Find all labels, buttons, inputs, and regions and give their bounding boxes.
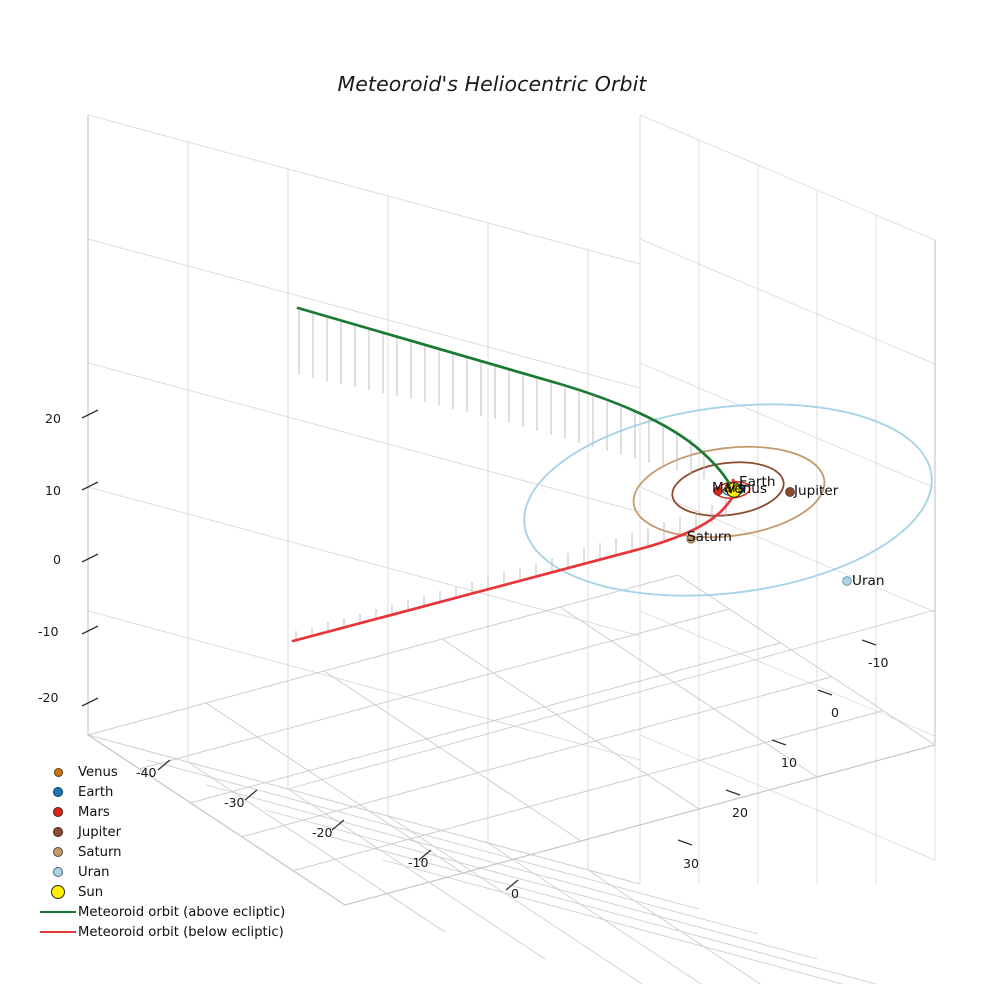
- saturn-orbit-ellipse: [632, 445, 826, 539]
- z-axis-ticks: [81, 409, 99, 707]
- label-venus: Venus: [726, 481, 767, 497]
- legend: Venus Earth Mars Jupiter Saturn Uran Sun Meteor…: [38, 762, 298, 942]
- legend-item-label: Meteoroid orbit (below ecliptic): [78, 924, 284, 940]
- z-tick-label-20: 20: [45, 411, 62, 426]
- legend-item[interactable]: Saturn: [38, 842, 298, 862]
- page-title: Meteoroid's Heliocentric Orbit: [337, 72, 647, 96]
- legend-item-label: Sun: [78, 884, 104, 900]
- legend-item[interactable]: Meteoroid orbit (below ecliptic): [38, 922, 298, 942]
- legend-marker-dot-jupiter: [52, 826, 64, 838]
- label-mars: Mars: [712, 480, 745, 496]
- y-tick-label-0: 0: [831, 705, 840, 720]
- z-tick-label-neg20: -20: [38, 690, 59, 705]
- uran-marker: [842, 576, 852, 586]
- y-tick-label-neg10: -10: [868, 655, 889, 670]
- y-axis-ticks: [677, 639, 877, 846]
- label-jupiter: Jupiter: [794, 483, 839, 499]
- label-earth: Earth: [739, 474, 776, 490]
- legend-item-label: Uran: [78, 864, 110, 880]
- floor-grid-visible: [88, 574, 935, 905]
- x-tick-label-neg40: -40: [136, 765, 157, 780]
- legend-marker-dot-earth: [53, 787, 63, 797]
- z-tick-label-10: 10: [45, 483, 62, 498]
- jupiter-marker: [785, 487, 795, 497]
- legend-marker-dot-uran: [53, 867, 63, 877]
- meteoroid-orbit-above-ecliptic: [296, 306, 732, 487]
- legend-item-label: Earth: [78, 784, 114, 800]
- sun-marker: [726, 482, 742, 498]
- label-saturn: Saturn: [687, 529, 732, 545]
- y-tick-label-20: 20: [732, 805, 749, 820]
- left-pane-grid: [87, 114, 641, 885]
- axes-panes: [81, 114, 936, 984]
- z-tick-label-0: 0: [53, 552, 62, 567]
- legend-item-label: Jupiter: [78, 824, 121, 840]
- legend-item[interactable]: Meteoroid orbit (above ecliptic): [38, 902, 298, 922]
- stems-above-ecliptic: [298, 310, 705, 479]
- legend-item[interactable]: Mars: [38, 802, 298, 822]
- legend-marker-dot-mars: [53, 807, 63, 817]
- legend-marker-dot-venus: [53, 767, 63, 777]
- x-tick-label-neg30: -30: [224, 795, 245, 810]
- z-tick-label-neg10: -10: [38, 624, 59, 639]
- saturn-marker: [686, 534, 696, 544]
- legend-item-label: Saturn: [78, 844, 122, 860]
- legend-item-label: Meteoroid orbit (above ecliptic): [78, 904, 286, 920]
- jupiter-orbit-ellipse: [671, 461, 785, 517]
- x-tick-label-neg20: -20: [312, 825, 333, 840]
- x-axis-ticks: [157, 759, 519, 891]
- x-tick-label-0: 0: [511, 886, 520, 901]
- uran-orbit-ellipse: [523, 403, 933, 597]
- legend-item[interactable]: Venus: [38, 762, 298, 782]
- legend-item[interactable]: Earth: [38, 782, 298, 802]
- legend-marker-dot-saturn: [53, 847, 63, 857]
- y-tick-label-30: 30: [683, 856, 700, 871]
- legend-marker-dot-sun: [51, 885, 65, 899]
- label-uran: Uran: [852, 573, 885, 589]
- legend-marker-line-green: [40, 911, 76, 913]
- mars-marker: [713, 486, 723, 496]
- legend-item[interactable]: Jupiter: [38, 822, 298, 842]
- legend-marker-line-red: [40, 931, 76, 933]
- legend-item[interactable]: Uran: [38, 862, 298, 882]
- legend-item-label: Venus: [78, 764, 118, 780]
- legend-item-label: Mars: [78, 804, 110, 820]
- stems-below-ecliptic: [295, 499, 727, 639]
- planet-orbits: [523, 403, 933, 597]
- y-tick-label-10: 10: [781, 755, 798, 770]
- x-tick-label-neg10: -10: [408, 855, 429, 870]
- legend-item[interactable]: Sun: [38, 882, 298, 902]
- body-markers: [686, 482, 852, 586]
